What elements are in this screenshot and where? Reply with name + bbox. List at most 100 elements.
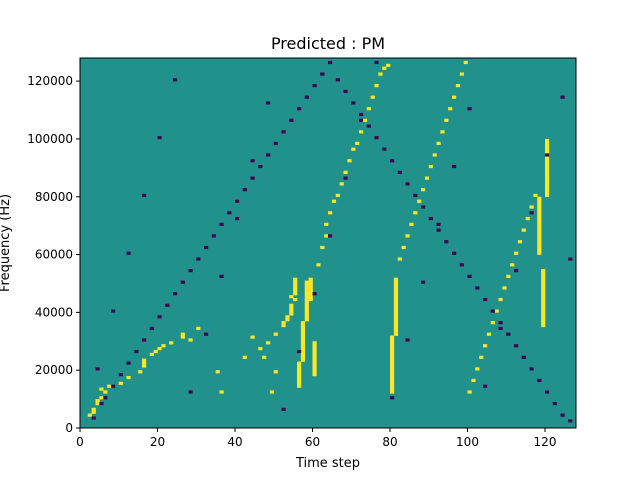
heatmap-cell-high — [297, 370, 302, 374]
heatmap-cell-high — [362, 118, 368, 122]
heatmap-cell-low — [483, 384, 488, 388]
heatmap-cell-low — [428, 216, 433, 221]
heatmap-cell-high — [390, 367, 395, 371]
heatmap-cell-low — [235, 216, 240, 221]
heatmap-cell-high — [308, 283, 313, 287]
heatmap-cell-low — [266, 153, 271, 157]
heatmap-cell-low — [188, 390, 193, 394]
heatmap-cell-high — [541, 300, 546, 304]
heatmap-cell-high — [541, 297, 546, 302]
heatmap-cell-high — [304, 303, 309, 307]
heatmap-cell-low — [304, 95, 309, 99]
x-tick-label: 100 — [456, 435, 479, 449]
heatmap-cell-high — [483, 344, 488, 348]
heatmap-cell-high — [541, 295, 546, 299]
heatmap-cell-high — [390, 381, 395, 385]
heatmap-cell-high — [545, 141, 550, 146]
heatmap-cell-high — [304, 297, 309, 302]
heatmap-cell-high — [390, 349, 395, 354]
heatmap-cell-high — [537, 225, 542, 229]
heatmap-cell-low — [498, 326, 503, 331]
heatmap-cell-high — [545, 182, 550, 186]
heatmap-cell-high — [289, 306, 294, 310]
plot-area — [80, 58, 576, 428]
heatmap-cell-high — [180, 335, 185, 339]
chart-title: Predicted : PM — [271, 34, 385, 53]
heatmap-cell-high — [537, 205, 542, 209]
heatmap-cell-low — [475, 286, 480, 290]
heatmap-cell-low — [537, 378, 542, 383]
heatmap-cell-high — [219, 390, 224, 394]
heatmap-cell-low — [382, 147, 387, 151]
heatmap-cell-low — [111, 384, 116, 388]
heatmap-cell-high — [390, 364, 395, 368]
heatmap-cell-high — [393, 332, 399, 336]
heatmap-cell-low — [568, 257, 573, 261]
heatmap-cell-low — [157, 315, 162, 319]
heatmap-cell-low — [126, 251, 131, 255]
heatmap-cell-high — [308, 292, 313, 296]
heatmap-cell-high — [545, 176, 550, 180]
heatmap-cell-high — [444, 118, 449, 122]
heatmap-cell-high — [545, 156, 550, 160]
heatmap-cell-low — [165, 303, 170, 307]
heatmap-cell-high — [545, 185, 550, 189]
heatmap-cell-high — [541, 309, 546, 313]
heatmap-cell-high — [285, 315, 290, 319]
heatmap-cell-high — [541, 289, 546, 293]
heatmap-cell-high — [393, 289, 399, 293]
heatmap-cell-high — [390, 344, 395, 348]
heatmap-cell-high — [537, 199, 542, 203]
y-axis-ticks: 0 20000 40000 60000 80000 100000 120000 — [27, 74, 80, 435]
heatmap-cell-high — [331, 199, 337, 203]
heatmap-cell-high — [494, 309, 499, 313]
heatmap-cell-high — [525, 216, 530, 221]
heatmap-cell-high — [289, 312, 294, 316]
heatmap-cell-low — [328, 60, 333, 65]
heatmap-cell-high — [537, 214, 542, 218]
heatmap-cell-low — [521, 355, 526, 359]
heatmap-cell-high — [297, 378, 302, 383]
heatmap-cell-high — [351, 147, 356, 151]
heatmap-cell-high — [297, 381, 302, 385]
heatmap-cell-high — [541, 312, 546, 316]
y-tick-label: 80000 — [35, 190, 73, 204]
heatmap-cell-high — [533, 193, 538, 198]
heatmap-cell-high — [258, 347, 263, 351]
heatmap-cell-high — [467, 390, 472, 394]
heatmap-cell-high — [300, 355, 306, 359]
heatmap-cell-low — [529, 367, 534, 371]
heatmap-cell-high — [304, 300, 309, 304]
heatmap-cell-high — [308, 280, 313, 284]
heatmap-cell-high — [293, 280, 298, 284]
heatmap-cell-low — [250, 176, 255, 180]
heatmap-cell-high — [300, 332, 306, 336]
heatmap-cell-high — [517, 240, 523, 244]
heatmap-cell-high — [308, 295, 313, 299]
heatmap-cell-high — [366, 107, 371, 111]
heatmap-cell-high — [285, 318, 290, 322]
heatmap-cell-high — [304, 312, 309, 316]
heatmap-cell-high — [537, 216, 542, 221]
x-tick-label: 80 — [382, 435, 397, 449]
heatmap-cell-high — [529, 205, 534, 209]
heatmap-cell-low — [297, 349, 302, 354]
heatmap-cell-high — [180, 332, 185, 336]
heatmap-cell-low — [568, 419, 573, 423]
heatmap-cell-high — [161, 344, 166, 348]
heatmap-cell-high — [87, 413, 92, 417]
heatmap-cell-low — [359, 118, 364, 122]
heatmap-cell-high — [393, 283, 399, 287]
heatmap-cell-high — [432, 153, 437, 157]
heatmap-cell-high — [293, 289, 298, 293]
heatmap-cell-high — [537, 208, 542, 212]
y-tick-label: 60000 — [35, 248, 73, 262]
heatmap-cell-high — [304, 315, 309, 319]
heatmap-cell-high — [293, 292, 298, 296]
heatmap-cell-high — [304, 289, 309, 293]
heatmap-cell-high — [289, 303, 294, 307]
heatmap-cell-high — [409, 222, 414, 226]
heatmap-cell-high — [312, 370, 317, 374]
heatmap-cell-high — [393, 326, 399, 331]
heatmap-cell-high — [289, 309, 294, 313]
